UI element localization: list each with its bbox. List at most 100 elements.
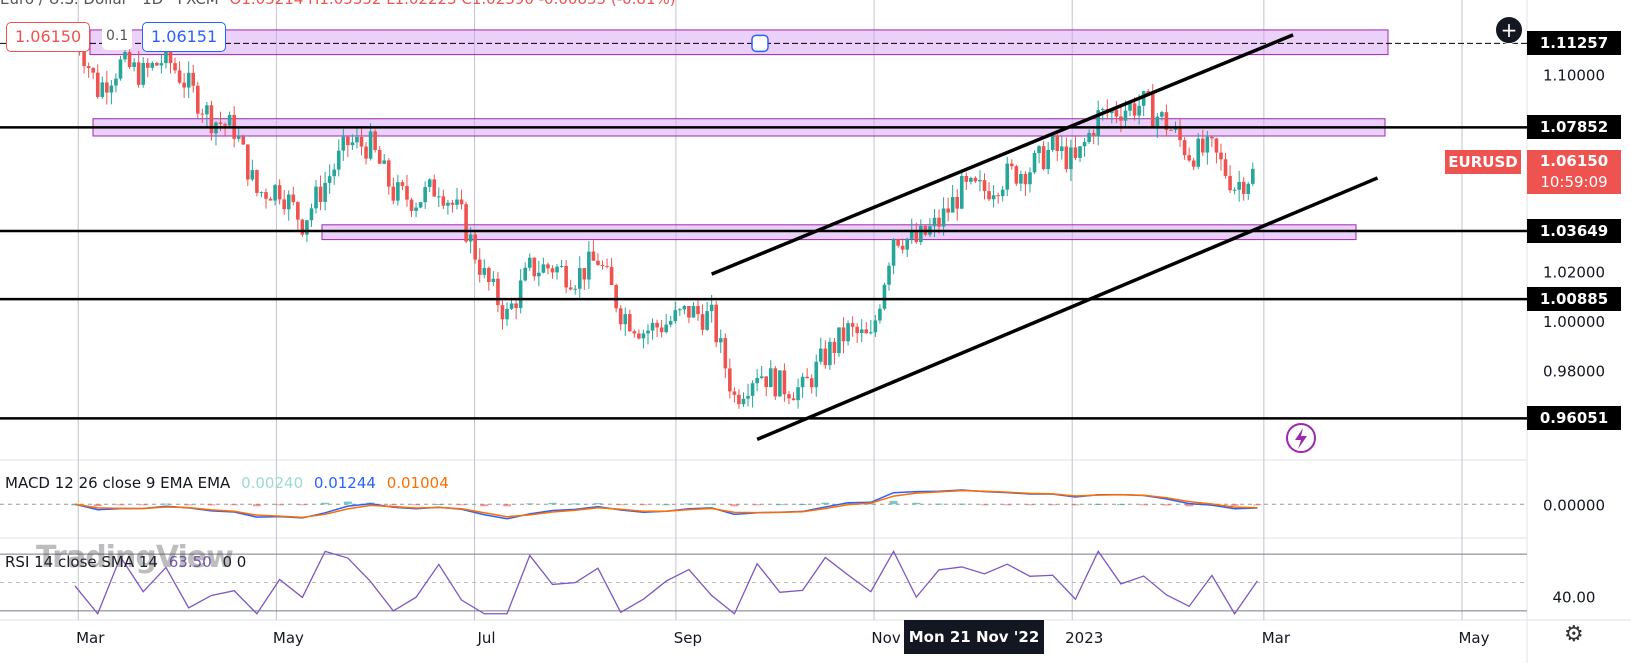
macd-histogram-bar (548, 502, 557, 505)
candle-body (95, 72, 100, 97)
macd-histogram-bar (775, 504, 784, 506)
candle-body (327, 176, 332, 183)
trend-channel-lower[interactable] (756, 176, 1379, 442)
candle-body (705, 311, 709, 330)
candle-body (409, 199, 414, 211)
candle-body (709, 304, 714, 312)
add-alert-plus-icon[interactable]: + (1495, 16, 1523, 44)
tradingview-logo: TradingView (36, 540, 234, 575)
macd-histogram-bar (434, 504, 443, 506)
candle-body (623, 314, 628, 325)
candle-body (1228, 175, 1232, 191)
candle-body (1251, 168, 1255, 184)
price-zone[interactable] (89, 29, 1389, 56)
candle-body (796, 387, 800, 401)
candle-body (637, 333, 641, 339)
candle-body (573, 288, 578, 290)
price-level-tag: 1.07852 (1527, 115, 1621, 140)
candle-body (991, 195, 996, 200)
macd-histogram-bar (1116, 504, 1125, 506)
candle-body (1123, 110, 1128, 121)
candle-body (1050, 135, 1055, 150)
time-axis-label: Sep (674, 629, 702, 647)
candle-body (778, 370, 782, 397)
candle-body (91, 68, 95, 73)
candle-body (618, 308, 623, 325)
candle-body (546, 264, 550, 269)
candle-body (291, 194, 296, 203)
candle-body (100, 82, 105, 97)
candle-body (141, 62, 146, 85)
trend-channel[interactable] (710, 33, 1379, 453)
candle-body (582, 268, 587, 280)
candle-body (564, 265, 568, 288)
candle-body (236, 136, 241, 139)
candle-body (1141, 91, 1146, 106)
candle-body (350, 142, 355, 146)
candle-body (850, 323, 855, 327)
trend-channel-upper[interactable] (710, 33, 1294, 276)
candle-body (1055, 135, 1060, 152)
candle-body (132, 62, 136, 68)
settings-gear-icon[interactable]: ⚙ (1564, 622, 1584, 647)
crosshair-date: Mon 21 Nov '22 (904, 620, 1044, 654)
time-axis-label: May (273, 629, 304, 647)
candle-body (1046, 149, 1050, 169)
candle-body (959, 175, 964, 209)
candle-body (1119, 116, 1123, 121)
price-axis-label: 1.10000 (1543, 66, 1605, 84)
candle-body (1032, 153, 1037, 173)
candle-body (864, 329, 869, 334)
macd-signal-value: 0.01004 (386, 474, 449, 492)
candle-body (168, 43, 173, 64)
candle-body (837, 327, 841, 354)
macd-histogram-bar (1003, 504, 1012, 506)
candle-body (919, 225, 923, 243)
candle-body (246, 144, 250, 180)
candle-body (628, 314, 632, 332)
candle-body (1150, 93, 1155, 127)
candle-body (659, 327, 664, 333)
line-drag-handle[interactable] (751, 34, 769, 53)
bar-countdown: 10:59:09 (1540, 173, 1608, 191)
candle-body (714, 304, 719, 343)
candle-body (909, 230, 914, 239)
macd-pane: 0.00000 (0, 489, 1605, 520)
candle-body (268, 198, 273, 201)
candle-body (159, 63, 164, 66)
time-axis-label: Nov (871, 629, 900, 647)
price-level-tag: 1.00885 (1527, 287, 1621, 312)
candle-body (682, 305, 687, 310)
candle-body (1164, 112, 1169, 130)
candle-body (300, 219, 305, 235)
macd-histogram-bar (593, 503, 602, 505)
candle-body (1014, 166, 1019, 184)
candle-body (323, 182, 327, 202)
candle-body (86, 66, 91, 69)
candle-body (464, 204, 468, 242)
sell-button[interactable]: 1.06150 (6, 22, 91, 52)
candle-body (432, 179, 437, 197)
candle-body (1196, 138, 1201, 167)
candle-body (477, 259, 482, 275)
candle-body (555, 266, 559, 273)
macd-histogram-bar (821, 502, 830, 505)
buy-button[interactable]: 1.06151 (142, 22, 227, 52)
candle-body (1082, 142, 1087, 147)
candle-body (1182, 140, 1187, 156)
candle-body (223, 123, 227, 126)
candle-body (805, 376, 809, 379)
candle-body (818, 348, 823, 362)
candle-body (855, 326, 859, 333)
candle-body (641, 333, 646, 339)
candle-body (846, 323, 850, 342)
candle-body (823, 348, 828, 366)
candle-body (1000, 189, 1005, 197)
rsi-line (74, 549, 1258, 616)
candle-body (437, 196, 441, 198)
candle-body (1137, 105, 1141, 116)
macd-histogram-bar (1253, 504, 1262, 506)
candle-body (1160, 112, 1164, 117)
candle-body (723, 338, 728, 369)
